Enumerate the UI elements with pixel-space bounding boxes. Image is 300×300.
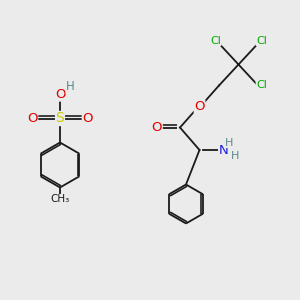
Text: Cl: Cl <box>256 35 267 46</box>
Text: N: N <box>219 143 228 157</box>
Text: O: O <box>27 112 38 125</box>
Text: H: H <box>66 80 75 94</box>
Text: O: O <box>194 100 205 113</box>
Text: Cl: Cl <box>210 35 221 46</box>
Text: Cl: Cl <box>256 80 267 91</box>
Text: H: H <box>225 137 234 148</box>
Text: O: O <box>55 88 65 101</box>
Text: O: O <box>152 121 162 134</box>
Text: S: S <box>56 112 64 125</box>
Text: CH₃: CH₃ <box>50 194 70 205</box>
Text: O: O <box>82 112 93 125</box>
Text: H: H <box>231 151 240 161</box>
